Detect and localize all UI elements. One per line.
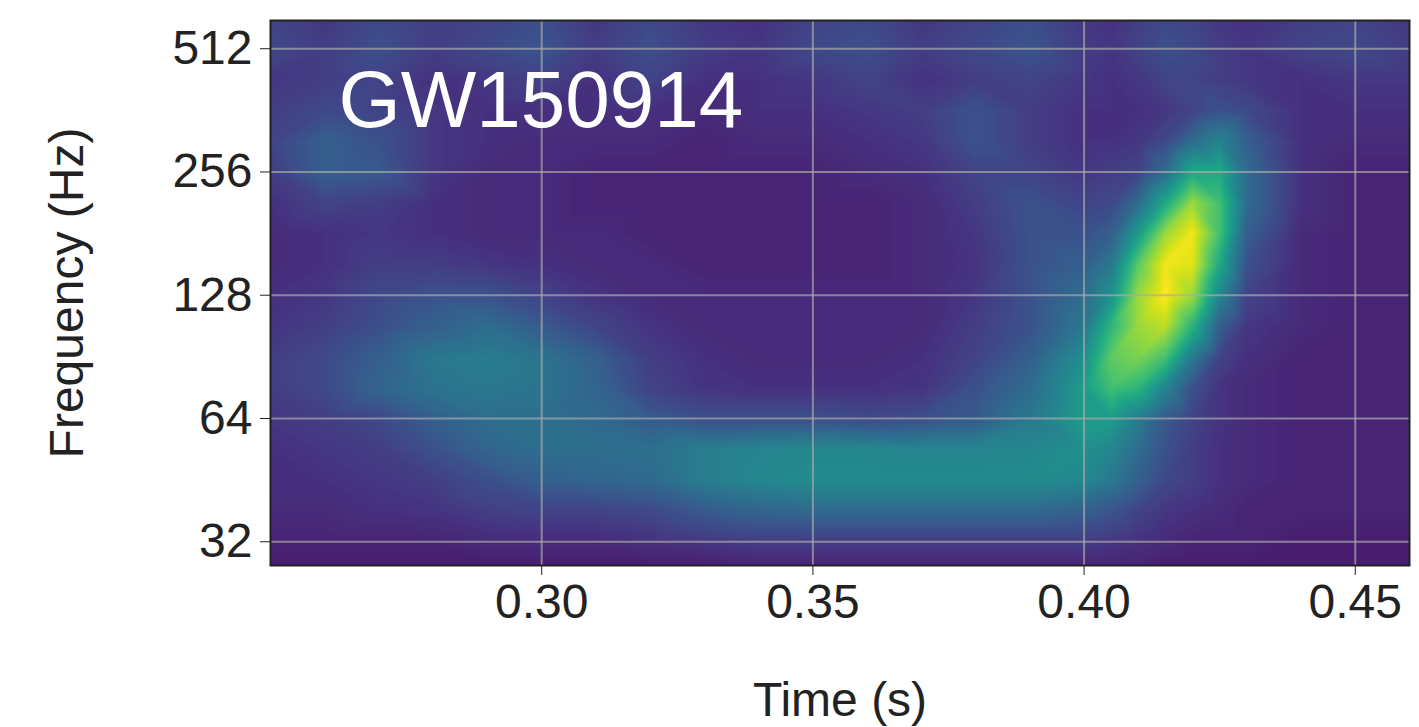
svg-text:0.35: 0.35 [766, 575, 859, 628]
svg-text:512: 512 [172, 21, 252, 74]
svg-text:128: 128 [172, 268, 252, 321]
svg-text:0.45: 0.45 [1309, 575, 1402, 628]
svg-text:0.30: 0.30 [495, 575, 588, 628]
svg-text:Time (s): Time (s) [753, 673, 927, 726]
svg-text:256: 256 [172, 144, 252, 197]
svg-text:64: 64 [199, 391, 252, 444]
svg-text:32: 32 [199, 514, 252, 567]
svg-text:Frequency (Hz): Frequency (Hz) [40, 128, 93, 459]
svg-text:0.40: 0.40 [1037, 575, 1130, 628]
svg-text:GW150914: GW150914 [339, 55, 744, 144]
